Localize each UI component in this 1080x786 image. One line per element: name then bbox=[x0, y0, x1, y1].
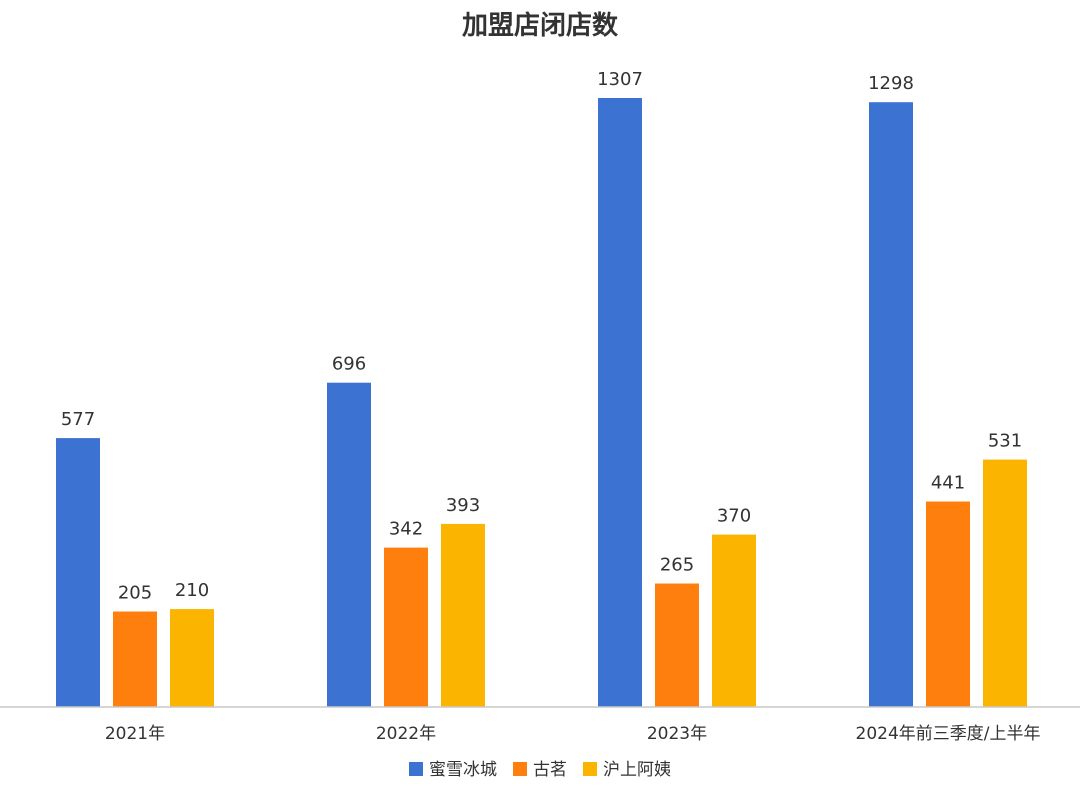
chart-title: 加盟店闭店数 bbox=[462, 11, 619, 41]
legend-label-2: 古茗 bbox=[533, 760, 567, 780]
data-label-1-1: 577 bbox=[61, 409, 95, 430]
data-label-3-2: 393 bbox=[446, 495, 480, 516]
x-tick-label-2: 2022年 bbox=[376, 724, 436, 744]
bar-3-2 bbox=[441, 523, 485, 707]
legend-swatch-3 bbox=[583, 762, 597, 776]
bar-1-1 bbox=[56, 438, 100, 707]
bar-1-3 bbox=[598, 98, 642, 707]
data-label-2-4: 441 bbox=[931, 473, 965, 494]
bar-1-2 bbox=[327, 382, 371, 707]
legend-label-1: 蜜雪冰城 bbox=[429, 760, 497, 780]
data-label-1-2: 696 bbox=[332, 354, 366, 375]
data-label-1-4: 1298 bbox=[868, 73, 914, 94]
data-label-3-3: 370 bbox=[717, 506, 751, 527]
legend-swatch-2 bbox=[513, 762, 527, 776]
bar-3-1 bbox=[170, 609, 214, 707]
legend: 蜜雪冰城 古茗 沪上阿姨 bbox=[409, 760, 671, 780]
data-label-2-3: 265 bbox=[660, 555, 694, 576]
x-tick-label-1: 2021年 bbox=[105, 724, 165, 744]
bar-1-4 bbox=[869, 102, 913, 707]
data-label-2-2: 342 bbox=[389, 519, 423, 540]
x-tick-label-4: 2024年前三季度/上半年 bbox=[856, 724, 1041, 744]
legend-label-3: 沪上阿姨 bbox=[603, 760, 671, 780]
data-label-1-3: 1307 bbox=[597, 69, 643, 90]
legend-swatch-1 bbox=[409, 762, 423, 776]
bar-2-4 bbox=[926, 501, 970, 707]
bars-layer bbox=[56, 98, 1027, 707]
bar-2-1 bbox=[113, 611, 157, 707]
data-labels-layer: 577 205 210 696 342 393 1307 265 370 1298 441 531 bbox=[61, 69, 1022, 604]
bar-3-3 bbox=[712, 534, 756, 707]
x-tick-labels: 2021年 2022年 2023年 2024年前三季度/上半年 bbox=[105, 724, 1041, 744]
bar-2-3 bbox=[655, 583, 699, 707]
x-tick-label-3: 2023年 bbox=[647, 724, 707, 744]
data-label-3-4: 531 bbox=[988, 431, 1022, 452]
data-label-3-1: 210 bbox=[175, 580, 209, 601]
bar-3-4 bbox=[983, 459, 1027, 707]
bar-2-2 bbox=[384, 547, 428, 707]
data-label-2-1: 205 bbox=[118, 583, 152, 604]
